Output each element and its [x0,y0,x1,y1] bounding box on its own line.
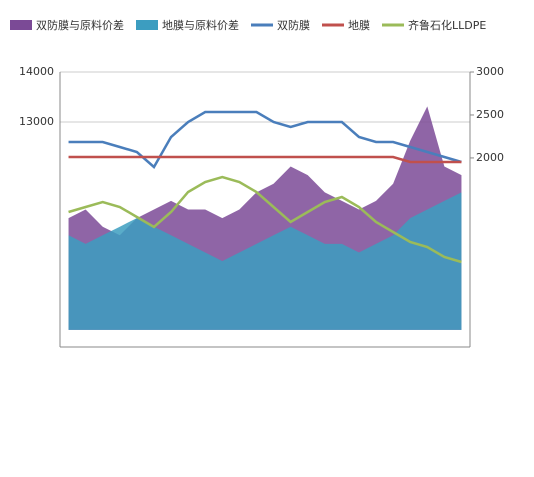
y2-tick-label: 3000 [476,65,504,78]
area [68,192,462,330]
legend-label: 地膜与原料价差 [162,18,239,32]
legend-label: 双防膜与原料价差 [36,18,124,32]
legend-label: 双防膜 [277,18,310,32]
y2-tick-label: 2000 [476,151,504,164]
legend-label: 齐鲁石化LLDPE [408,18,486,32]
legend-swatch [136,20,158,30]
y-tick-label: 13000 [19,115,54,128]
legend-swatch [10,20,32,30]
line [68,110,462,169]
y2-tick-label: 2500 [476,108,504,121]
legend-label: 地膜 [348,19,370,32]
y-tick-label: 14000 [19,65,54,78]
line [68,175,462,264]
line [68,155,462,164]
